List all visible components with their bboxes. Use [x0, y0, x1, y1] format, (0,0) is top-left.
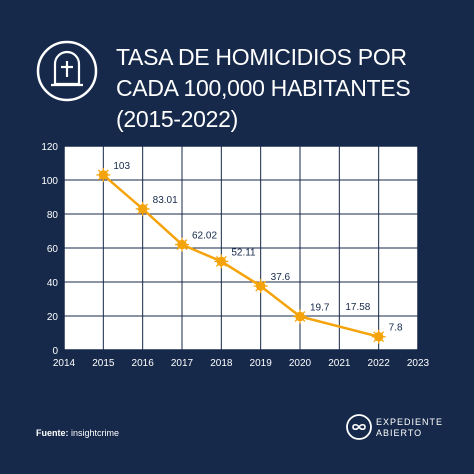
data-label: 62.02: [192, 231, 217, 242]
data-point: [371, 329, 386, 344]
data-point: [253, 279, 268, 294]
x-tick-label: 2014: [53, 358, 76, 369]
source-name: insightcrime: [71, 428, 120, 438]
data-point: [96, 167, 111, 182]
brand-line-2: ABIERTO: [376, 428, 423, 438]
x-tick-label: 2017: [171, 358, 194, 369]
data-point: [175, 237, 189, 252]
chart-area: 0 20 40 60 80 100 120 2014 2015 2016 2017 2018 2019…: [34, 136, 444, 380]
data-point-dot: [137, 204, 148, 214]
data-label: 52.11: [231, 247, 256, 258]
y-tick-label: 20: [47, 312, 59, 323]
x-tick-label: 2018: [210, 358, 233, 369]
plot-border: [63, 145, 419, 351]
brand-logo: EXPEDIENTE ABIERTO: [346, 414, 456, 444]
data-label: 19.7: [310, 303, 330, 314]
x-axis-ticks: 2014 2015 2016 2017 2018 2019 2020 2021 2022 2023: [53, 358, 430, 369]
data-point: [214, 254, 229, 269]
data-label: 103: [113, 161, 130, 172]
tombstone-icon: [36, 40, 98, 102]
data-label: 83.01: [153, 195, 178, 206]
x-tick-label: 2015: [92, 358, 115, 369]
data-point: [293, 309, 307, 324]
data-labels: 103 83.01 62.02 52.11 37.6 19.7 7.8 17.58: [113, 161, 403, 334]
x-tick-label: 2020: [289, 358, 312, 369]
infinity-logo-icon: [346, 414, 372, 440]
source-label: Fuente:: [36, 428, 69, 438]
data-point-dot: [295, 311, 305, 322]
brand-line-1: EXPEDIENTE: [376, 417, 444, 427]
data-point: [135, 201, 150, 216]
data-point-dot: [216, 256, 227, 267]
y-tick-label: 100: [41, 176, 58, 187]
x-tick-label: 2022: [368, 358, 391, 369]
x-tick-label: 2016: [132, 358, 155, 369]
source-footer: Fuente: insightcrime: [36, 428, 119, 438]
data-points: [96, 167, 386, 344]
line-chart: 0 20 40 60 80 100 120 2014 2015 2016 2017 2018 2019…: [41, 142, 430, 369]
data-point-dot: [98, 170, 109, 180]
grid: [63, 145, 419, 351]
annotation-label: 17.58: [345, 302, 370, 313]
data-point-dot: [255, 281, 266, 291]
x-tick-label: 2019: [250, 358, 273, 369]
y-tick-label: 0: [52, 346, 58, 357]
y-tick-label: 80: [47, 210, 59, 221]
y-axis-ticks: 0 20 40 60 80 100 120: [41, 142, 58, 357]
data-label: 7.8: [389, 323, 403, 334]
data-point-dot: [373, 332, 384, 342]
data-point-dot: [177, 239, 187, 250]
x-tick-label: 2021: [328, 358, 351, 369]
x-tick-label: 2023: [407, 358, 430, 369]
data-label: 37.6: [271, 272, 291, 283]
y-tick-label: 120: [41, 142, 58, 153]
y-tick-label: 60: [47, 244, 59, 255]
y-tick-label: 40: [47, 278, 59, 289]
header: TASA DE HOMICIDIOS POR CADA 100,000 HABI…: [36, 40, 456, 132]
chart-title: TASA DE HOMICIDIOS POR CADA 100,000 HABI…: [116, 44, 411, 132]
